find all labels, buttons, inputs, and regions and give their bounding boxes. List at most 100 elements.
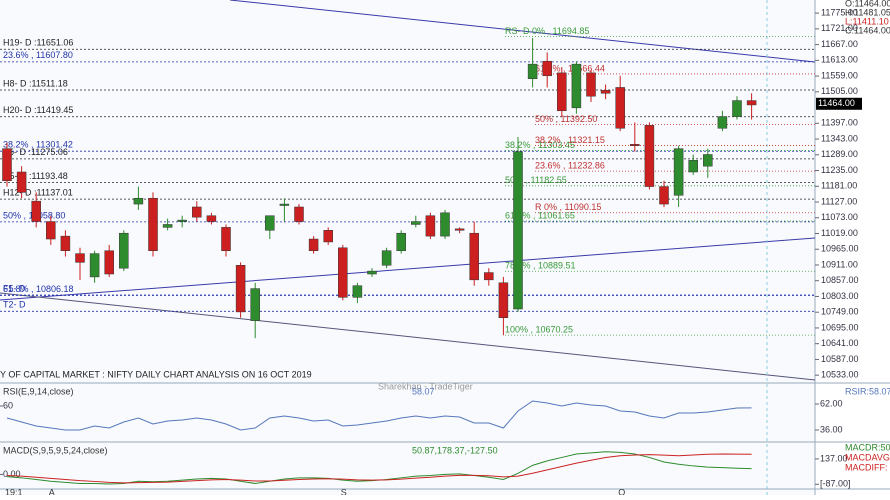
readout: MACDR:50. (845, 442, 890, 452)
y-tick-label: 11559.00 (821, 70, 858, 80)
level-label: H19- D :11651.06 (3, 38, 73, 48)
ohlc-readout: L:11411.10 (845, 16, 889, 26)
candle-body (16, 171, 27, 193)
y-tick-label: 10803.00 (821, 291, 859, 301)
candle-body (586, 72, 596, 97)
candle-body (703, 154, 713, 167)
fib-label: 100% , 10670.25 (505, 325, 573, 335)
last-price-label: 11464.00 (818, 98, 855, 108)
candle-body (659, 186, 669, 205)
chart-title: Y OF CAPITAL MARKET : NIFTY DAILY CHART … (0, 369, 312, 379)
candle-body (250, 288, 260, 321)
candle-body (206, 215, 217, 222)
candle-body (644, 125, 655, 187)
level-label: T2- D (3, 300, 26, 310)
candle-body (498, 282, 509, 318)
y-tick-label: 10695.00 (821, 322, 859, 332)
level-label: 61.8% , 10806.18 (3, 284, 74, 294)
fib-label: 78.6% , 10889.51 (505, 261, 576, 271)
y-tick-label: 10857.00 (821, 275, 859, 285)
y-tick-label: 11019.00 (821, 228, 858, 238)
candle-body (673, 148, 684, 196)
candle-body (454, 228, 465, 231)
candle-body (60, 235, 71, 251)
fib-label: 38.2% , 11303.45 (505, 140, 575, 150)
candle-body (46, 221, 56, 240)
candle-body (308, 238, 319, 251)
candle-body (440, 212, 450, 237)
candle-body (615, 87, 625, 129)
y-tick-label: 11181.00 (821, 181, 857, 191)
y-tick-label: 137.00 (820, 453, 848, 463)
watermark: Sharekhan - TradeTiger (378, 381, 473, 391)
fib-label: 38.2% , 11321.15 (535, 135, 605, 145)
candle-body (411, 221, 421, 225)
level-label: H8- D :11511.18 (3, 78, 68, 88)
x-tick-label: 19:1 (5, 487, 23, 495)
trendline (0, 292, 816, 381)
fib-label: 23.6% , 11232.86 (535, 161, 605, 171)
candle-body (542, 60, 552, 77)
y-tick-label: 10911.00 (821, 259, 858, 269)
ohlc-readout: C:11464.00 (845, 25, 890, 35)
y-tick-label: 10587.00 (821, 354, 859, 364)
x-tick-label: O (618, 487, 625, 495)
candle-body (600, 90, 611, 94)
level-label: 38.2% , 11301.42 (3, 140, 73, 150)
y-tick-label: 11289.00 (821, 149, 858, 159)
fib-label: 50% , 11392.50 (535, 114, 597, 124)
candle-body (31, 200, 41, 222)
level-label: H20- D :11419.45 (3, 105, 73, 115)
y-tick-label: 11505.00 (821, 86, 858, 96)
candle-body (484, 272, 494, 281)
y-tick-label: 11667.00 (821, 39, 858, 49)
candle-body (732, 100, 742, 117)
readout: RSIR:58.07 (845, 386, 890, 396)
candle-body (513, 151, 523, 310)
y-tick-label: 11397.00 (821, 118, 858, 128)
candle-body (469, 232, 479, 281)
candle-body (338, 247, 348, 298)
candle-body (162, 224, 173, 228)
y-tick-label: 62.00 (820, 398, 843, 408)
level-label: F5- D (3, 283, 26, 293)
candle-body (688, 160, 698, 173)
candle-body (221, 227, 231, 251)
candle-body (177, 219, 187, 222)
series-line (6, 453, 752, 484)
ohlc-readout: O:11464.00 (845, 0, 890, 8)
level-label: H12- D :11137.01 (3, 187, 73, 197)
candle-body (89, 253, 100, 278)
trendline (0, 237, 816, 301)
trendline (229, 0, 816, 63)
panel-value: 50.87,178.37,-127.50 (412, 445, 498, 455)
left-tick-label: 0.00 (3, 469, 21, 479)
candle-body (352, 285, 363, 298)
candle-body (294, 206, 304, 222)
panel-value: 58.07 (412, 386, 435, 396)
y-tick-label: 10533.00 (821, 370, 859, 380)
y-tick-label: 10749.00 (821, 307, 859, 317)
fib-label: 61.8% , 11061.65 (505, 210, 575, 220)
x-tick-label: S (341, 487, 347, 495)
candle-body (381, 250, 392, 266)
candle-body (717, 116, 728, 129)
fib-label: RS- D 0% , 11694.85 (505, 26, 589, 36)
y-tick-label: 10641.00 (821, 338, 859, 348)
candle-body (557, 72, 567, 112)
y-tick-label: 11721.00 (821, 23, 858, 33)
last-price-box (816, 97, 862, 110)
ohlc-readout: H:11481.05 (845, 7, 890, 17)
y-tick-label: 11775.00 (821, 7, 858, 17)
candle-body (571, 63, 582, 109)
candle-body (425, 215, 436, 237)
candle-body (235, 265, 246, 313)
candle-body (104, 250, 114, 275)
readout: MACDAVG: (845, 452, 890, 462)
fib-label: R 0% , 11090.15 (535, 202, 601, 212)
level-label: H5- D :11193.48 (3, 171, 68, 181)
candle-body (630, 144, 640, 147)
y-tick-label: [-87.00] (820, 479, 851, 489)
candle-body (148, 197, 158, 251)
